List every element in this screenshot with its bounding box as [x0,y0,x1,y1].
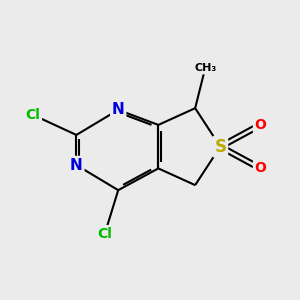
Text: N: N [70,158,83,172]
Text: N: N [112,102,124,117]
Text: O: O [254,161,266,176]
Text: S: S [214,138,226,156]
Text: Cl: Cl [98,226,112,241]
Text: Cl: Cl [26,108,40,122]
Text: CH₃: CH₃ [194,63,216,73]
Text: O: O [254,118,266,132]
